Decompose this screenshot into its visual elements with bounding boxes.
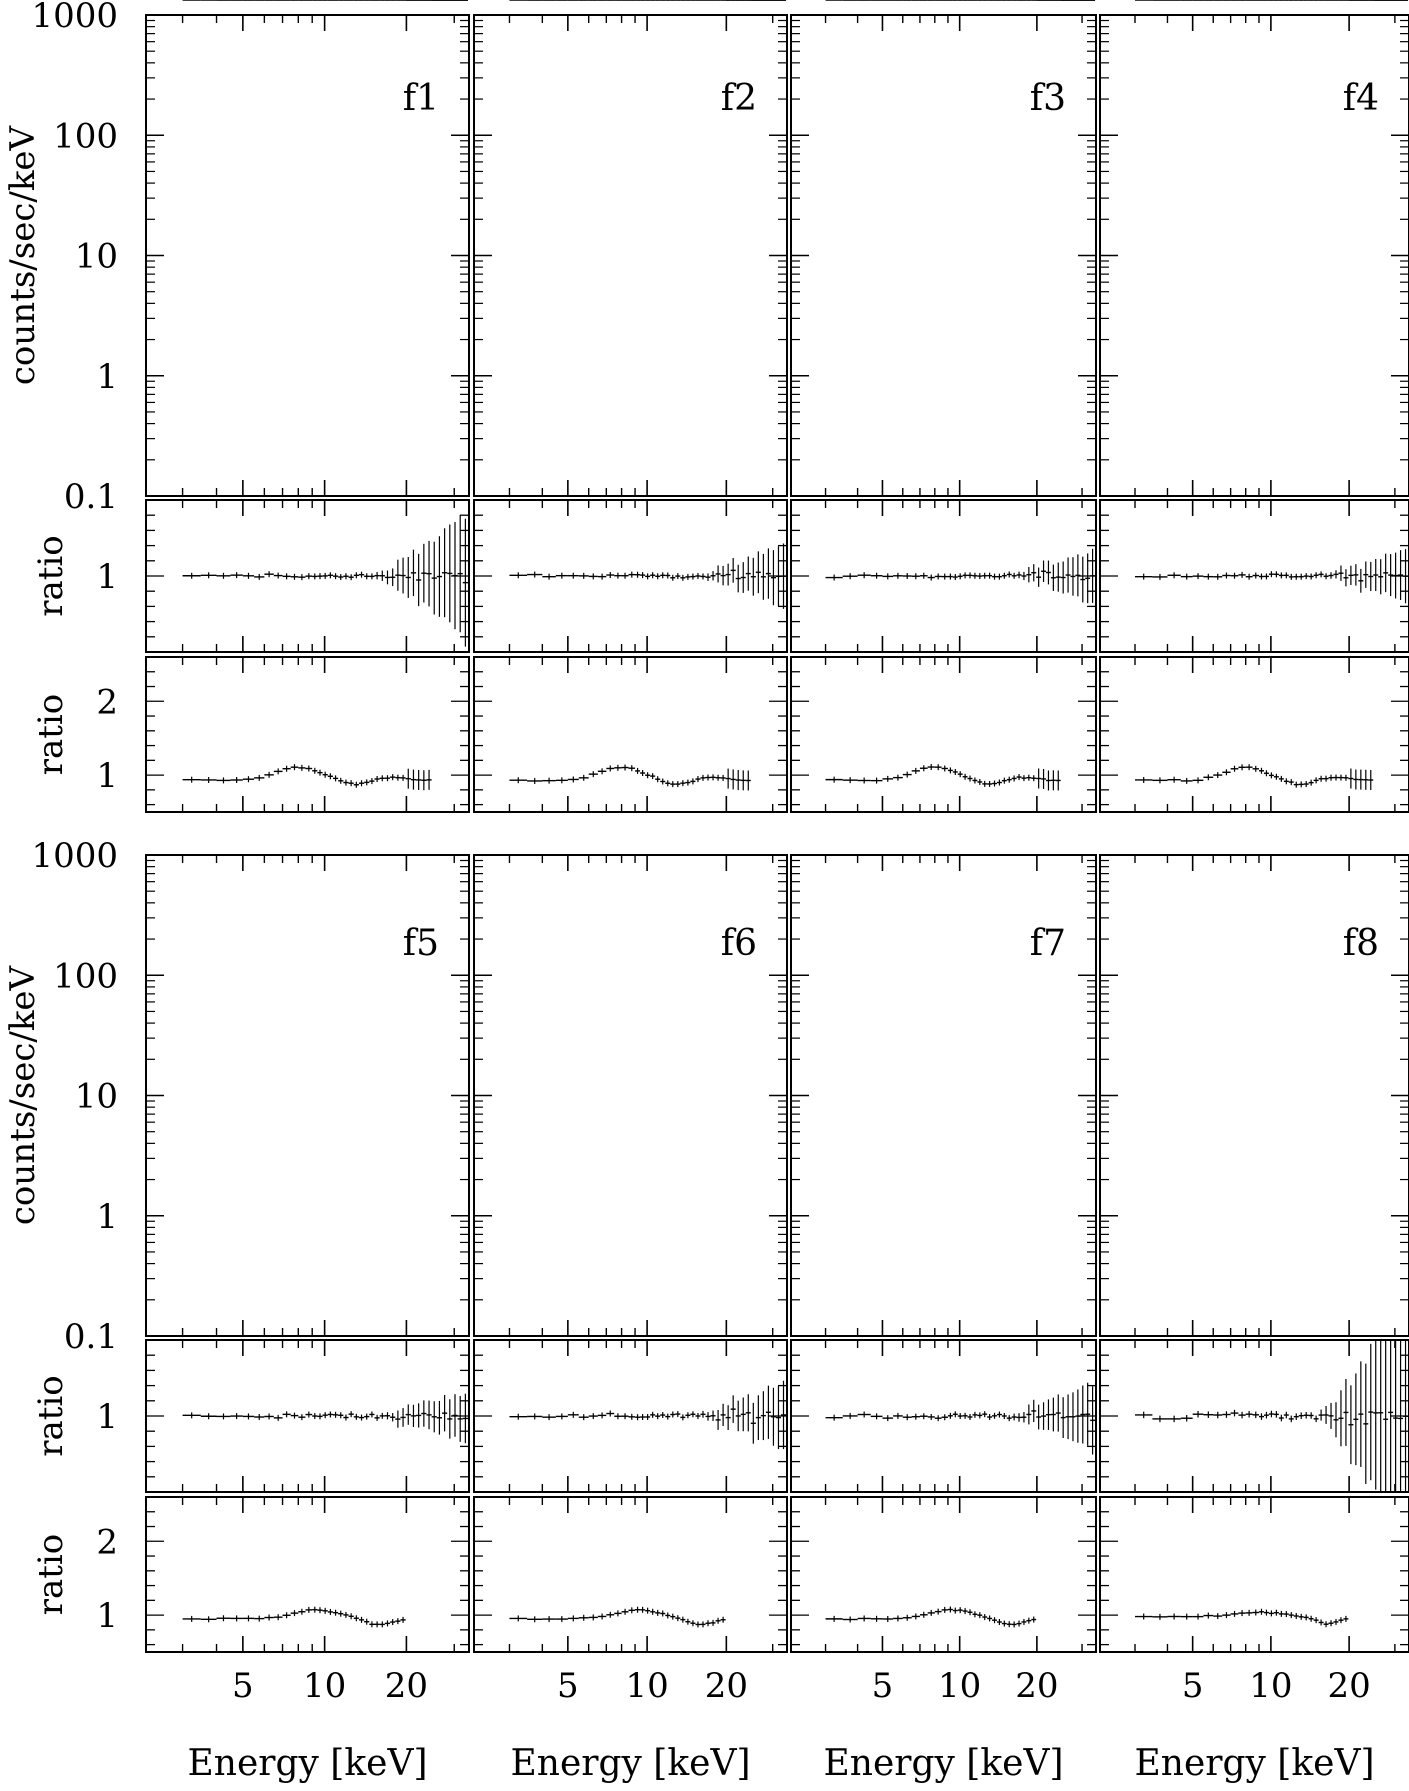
counts-tick-label: 0.1 <box>64 1317 118 1357</box>
panel-f1: f1 <box>145 0 470 813</box>
panel-f5: f5 <box>145 0 470 1653</box>
panel-label-f6: f6 <box>721 923 757 964</box>
frame-b-f3 <box>790 656 1097 813</box>
x-tick-label: 20 <box>1327 1666 1370 1706</box>
spectrum-f2 <box>509 0 787 791</box>
counts-axis-label: counts/sec/keV <box>3 124 43 385</box>
x-tick-label: 5 <box>232 1666 254 1706</box>
frame-b-f2 <box>473 656 788 813</box>
counts-tick-label: 1000 <box>31 836 118 876</box>
panel-f3: f3 <box>790 0 1097 813</box>
panel-label-f8: f8 <box>1343 923 1379 964</box>
ratio-bot-tick-label: 2 <box>96 682 118 722</box>
ratio-mid-tick-label: 1 <box>96 1397 118 1437</box>
spectrum-f7 <box>825 0 1096 1628</box>
ratio-axis-label: ratio <box>31 694 71 776</box>
x-tick-label: 5 <box>872 1666 894 1706</box>
x-tick-label: 10 <box>938 1666 981 1706</box>
counts-tick-label: 10 <box>75 1077 118 1117</box>
x-tick-label: 5 <box>557 1666 579 1706</box>
panel-f2: f2 <box>473 0 788 813</box>
spectrum-f1 <box>183 0 468 791</box>
x-tick-label: 10 <box>303 1666 346 1706</box>
panel-label-f3: f3 <box>1030 78 1066 119</box>
panel-label-f1: f1 <box>403 78 439 119</box>
ratio-bot-tick-label: 2 <box>96 1522 118 1562</box>
frame-m-f2 <box>473 499 788 653</box>
panel-label-f4: f4 <box>1343 78 1379 119</box>
panel-f4: f4 <box>1099 0 1409 813</box>
x-axis-label: Energy [keV] <box>823 1743 1063 1784</box>
x-tick-label: 10 <box>1249 1666 1292 1706</box>
ratio-bot-tick-label: 1 <box>96 756 118 796</box>
panel-f7: f7 <box>790 0 1097 1653</box>
x-axis-label: Energy [keV] <box>187 1743 427 1784</box>
x-axis-label: Energy [keV] <box>1134 1743 1374 1784</box>
panel-f8: f8 <box>1099 0 1409 1653</box>
ratio-bot-tick-label: 1 <box>96 1596 118 1636</box>
x-tick-label: 20 <box>705 1666 748 1706</box>
frame-b-f7 <box>790 1496 1097 1653</box>
counts-tick-label: 100 <box>53 956 118 996</box>
panel-label-f7: f7 <box>1030 923 1066 964</box>
spectrum-f3 <box>826 0 1096 791</box>
frame-b-f1 <box>145 656 470 813</box>
panel-f6: f6 <box>473 0 788 1653</box>
spectrum-f8 <box>1135 0 1409 1628</box>
ratio-mid-tick-label: 1 <box>96 557 118 597</box>
x-tick-label: 20 <box>1015 1666 1058 1706</box>
counts-tick-label: 1000 <box>31 0 118 36</box>
counts-tick-label: 10 <box>75 237 118 277</box>
ratio-axis-label: ratio <box>31 1375 71 1457</box>
spectrum-f6 <box>509 0 787 1628</box>
counts-tick-label: 1 <box>96 357 118 397</box>
panel-label-f2: f2 <box>721 78 757 119</box>
x-tick-label: 20 <box>385 1666 428 1706</box>
frame-b-f4 <box>1099 656 1409 813</box>
counts-tick-label: 1 <box>96 1197 118 1237</box>
frame-b-f5 <box>145 1496 470 1653</box>
ratio-axis-label: ratio <box>31 535 71 617</box>
ratio-axis-label: ratio <box>31 1534 71 1616</box>
frame-b-f8 <box>1099 1496 1409 1653</box>
panel-label-f5: f5 <box>403 923 439 964</box>
x-tick-label: 10 <box>625 1666 668 1706</box>
frame-b-f6 <box>473 1496 788 1653</box>
frame-m-f8 <box>1099 1339 1409 1493</box>
spectrum-f5 <box>182 0 468 1628</box>
x-axis-label: Energy [keV] <box>510 1743 750 1784</box>
counts-axis-label: counts/sec/keV <box>3 964 43 1225</box>
spectrum-f4 <box>1135 0 1409 791</box>
counts-tick-label: 0.1 <box>64 477 118 517</box>
frame-m-f7 <box>790 1339 1097 1493</box>
x-tick-label: 5 <box>1182 1666 1204 1706</box>
counts-tick-label: 100 <box>53 116 118 156</box>
